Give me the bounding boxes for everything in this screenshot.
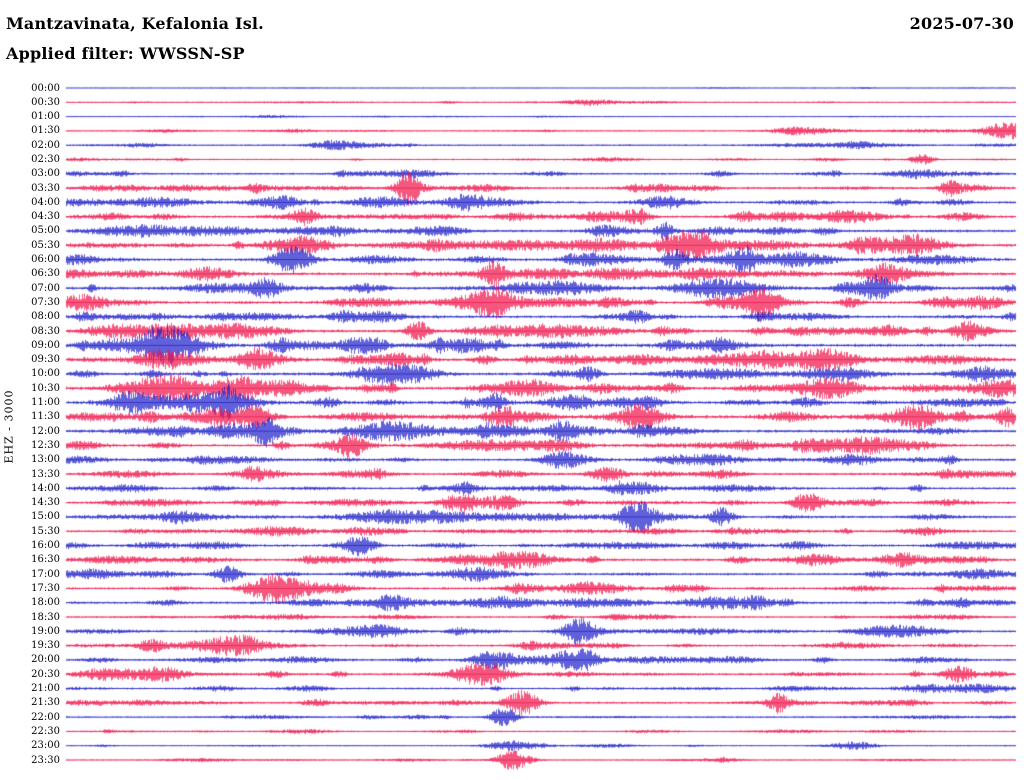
row-time-label: 19:30: [31, 640, 60, 652]
row-time-label: 23:30: [31, 754, 60, 766]
row-time-label: 19:00: [31, 625, 60, 637]
row-time-label: 09:00: [31, 339, 60, 351]
row-time-label: 05:00: [31, 225, 60, 237]
row-time-label: 15:30: [31, 525, 60, 537]
row-time-label: 04:00: [31, 196, 60, 208]
row-time-label: 23:00: [31, 740, 60, 752]
row-time-label: 22:00: [31, 711, 60, 723]
row-time-label: 01:30: [31, 125, 60, 137]
row-time-label: 14:00: [31, 482, 60, 494]
row-time-label: 11:30: [31, 411, 60, 423]
filter-label: Applied filter: WWSSN-SP: [6, 44, 245, 63]
row-time-label: 21:30: [31, 697, 60, 709]
row-time-label: 22:30: [31, 725, 60, 737]
row-time-label: 17:30: [31, 582, 60, 594]
filter-row: Applied filter: WWSSN-SP: [6, 44, 245, 63]
row-time-label: 20:00: [31, 654, 60, 666]
row-time-label: 02:00: [31, 139, 60, 151]
row-time-label: 15:00: [31, 511, 60, 523]
row-time-label: 04:30: [31, 211, 60, 223]
row-time-label: 11:00: [31, 397, 60, 409]
row-time-label: 12:30: [31, 439, 60, 451]
row-time-label: 05:30: [31, 239, 60, 251]
row-time-label: 18:00: [31, 597, 60, 609]
row-time-label: 00:00: [31, 82, 60, 94]
header-row: Mantzavinata, Kefalonia Isl. 2025-07-30: [6, 14, 1014, 33]
row-time-label: 13:30: [31, 468, 60, 480]
row-time-label: 08:00: [31, 311, 60, 323]
row-time-label: 10:30: [31, 382, 60, 394]
row-time-label: 14:30: [31, 497, 60, 509]
row-time-label: 12:00: [31, 425, 60, 437]
row-time-label: 18:30: [31, 611, 60, 623]
row-time-label: 13:00: [31, 454, 60, 466]
row-time-label: 16:30: [31, 554, 60, 566]
station-title: Mantzavinata, Kefalonia Isl.: [6, 14, 264, 33]
row-time-label: 10:00: [31, 368, 60, 380]
date-label: 2025-07-30: [909, 14, 1014, 33]
row-time-label: 09:30: [31, 354, 60, 366]
row-time-label: 16:00: [31, 540, 60, 552]
row-time-label: 07:00: [31, 282, 60, 294]
row-time-label: 03:30: [31, 182, 60, 194]
row-time-label: 00:30: [31, 96, 60, 108]
row-time-label: 06:00: [31, 254, 60, 266]
row-time-label: 01:00: [31, 111, 60, 123]
time-axis: 00:00 00:30 01:00 01:30 02:00 02:30 03:00 03:30…: [0, 0, 64, 780]
row-time-label: 20:30: [31, 668, 60, 680]
row-time-label: 08:30: [31, 325, 60, 337]
row-time-label: 21:00: [31, 683, 60, 695]
row-time-label: 06:30: [31, 268, 60, 280]
row-time-label: 07:30: [31, 296, 60, 308]
row-time-label: 02:30: [31, 153, 60, 165]
row-time-label: 17:00: [31, 568, 60, 580]
row-time-label: 03:00: [31, 168, 60, 180]
